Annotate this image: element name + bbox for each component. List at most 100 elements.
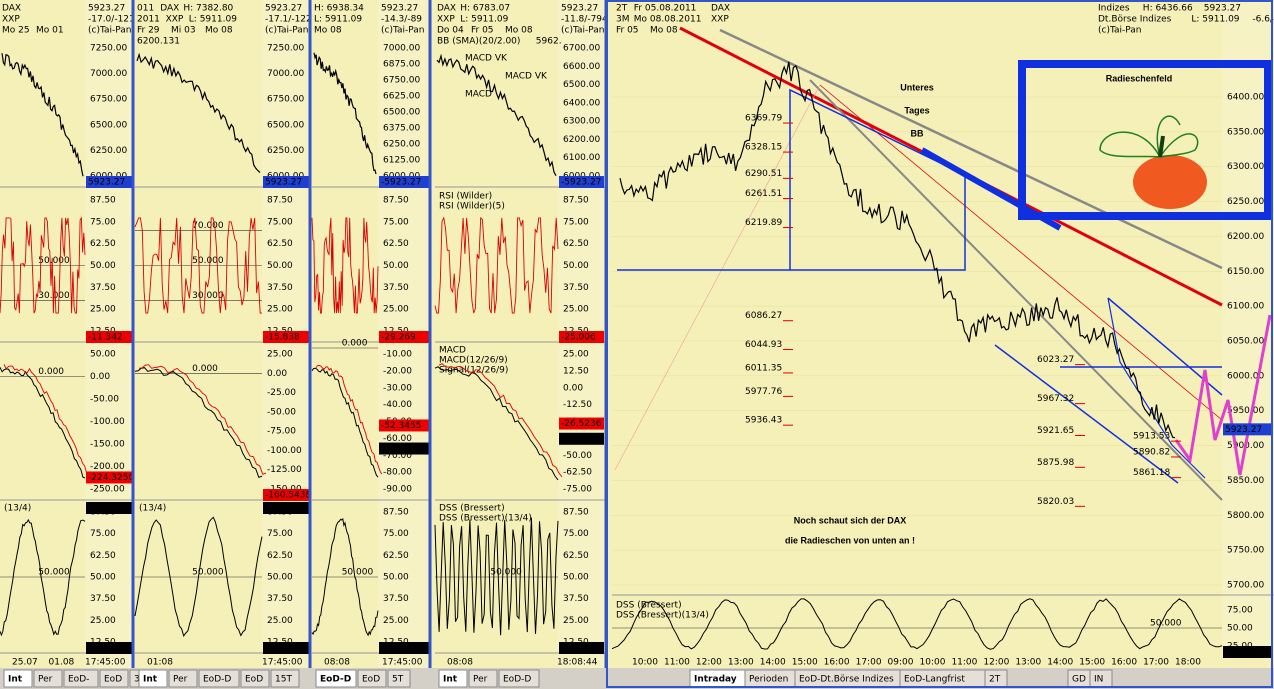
tab-label: Perioden: [749, 675, 788, 685]
tab-label: EoD: [104, 675, 122, 685]
level-label: 5967.32: [1037, 394, 1074, 404]
axis-label: 87.50: [90, 196, 116, 206]
comment: die Radieschen von unten an !: [785, 535, 915, 545]
axis-label: 7250.00: [90, 44, 127, 54]
tab-label: 15T: [275, 675, 292, 685]
tab[interactable]: [240, 669, 270, 688]
value-label-box: [86, 471, 132, 484]
header-text: 5923.27: [265, 4, 302, 14]
value-label-box: [263, 489, 309, 501]
pane-title: MACD(12/26/9): [439, 356, 508, 366]
axis-label: 75.00: [267, 529, 293, 539]
value-label-box: [86, 331, 132, 343]
time-label: 17:45:00: [382, 658, 423, 668]
tab[interactable]: [99, 669, 129, 688]
pane-note: MACD VK: [505, 72, 548, 82]
tab[interactable]: [438, 669, 468, 688]
axis-label: -20.00: [383, 366, 412, 376]
time-label: 18:00: [1175, 658, 1201, 668]
tab-label: EoD-D: [503, 675, 531, 685]
axis-label: 62.50: [563, 239, 589, 249]
time-label: 14:00: [760, 658, 786, 668]
header-text: (c)Tai-Pan: [88, 26, 131, 36]
time-label: 11:00: [664, 658, 690, 668]
axis-label: 87.50: [267, 508, 293, 518]
axis-label: 6700.00: [563, 44, 600, 54]
signal-line: [315, 364, 383, 475]
axis-label: 75.00: [383, 529, 409, 539]
value-label: -25.006: [561, 333, 596, 343]
tab-label: EoD-D: [203, 675, 231, 685]
axis-label: 6100.00: [563, 153, 600, 163]
axis-label: 25.00: [267, 350, 293, 360]
tab[interactable]: [468, 669, 498, 688]
axis-label: 50.00: [267, 573, 293, 583]
header-text: -11.8/-794: [561, 15, 608, 25]
tab[interactable]: [138, 669, 168, 688]
axis-label: 37.50: [267, 594, 293, 604]
header-text: -14.3/-89: [381, 15, 422, 25]
tab[interactable]: [357, 669, 387, 688]
axis-label: 62.50: [90, 551, 116, 561]
tab-label: 2T: [989, 675, 1001, 685]
value-label: 5923.27: [265, 178, 302, 188]
header-text: XXP: [437, 15, 455, 25]
header-text: DAX: [2, 4, 21, 14]
axis-label: 6050.00: [1227, 337, 1264, 347]
tab[interactable]: [33, 669, 63, 688]
level-note: 50.000: [342, 568, 374, 578]
level-note: 30.000: [192, 291, 224, 301]
time-label: 17:45:00: [85, 658, 126, 668]
axis-label: 50.00: [1227, 624, 1253, 634]
header-text: 2011: [137, 15, 160, 25]
time-label: 09:00: [888, 658, 914, 668]
tab[interactable]: [3, 669, 33, 688]
axis-label: 6750.00: [90, 95, 127, 105]
axis-label: 5750.00: [1227, 546, 1264, 556]
tab[interactable]: [198, 669, 240, 688]
axis-label: 5800.00: [1227, 511, 1264, 521]
value-label: -160.5438: [265, 491, 311, 501]
axis-label: 0.00: [90, 372, 110, 382]
axis-label: 6150.00: [1227, 267, 1264, 277]
dss-line: [311, 517, 379, 637]
tab[interactable]: [315, 669, 357, 688]
value-label: 5923.27: [88, 178, 125, 188]
value-label-box: [1223, 646, 1271, 658]
axis-label: -150.00: [90, 440, 125, 450]
tab[interactable]: [63, 669, 99, 688]
level-note: 50.000: [490, 568, 522, 578]
time-label: 13:00: [1015, 658, 1041, 668]
value-label-box: [263, 642, 309, 654]
dss-line: [611, 598, 1223, 650]
tab[interactable]: [498, 669, 540, 688]
value-label-box: [1223, 423, 1271, 436]
level-label: 6011.35: [745, 363, 782, 373]
axis-label: -75.00: [563, 485, 592, 495]
rsi-line: [434, 216, 559, 314]
level-label: 6023.27: [1037, 355, 1074, 365]
axis-label: -50.00: [267, 407, 296, 417]
pane-title: (13/4): [4, 504, 31, 514]
axis-label: -40.00: [383, 400, 412, 410]
tab[interactable]: [270, 669, 300, 688]
header-text: BB (SMA)(20/2.00): [437, 37, 520, 47]
tab-label: EoD: [362, 675, 380, 685]
pane-title: DSS (Bressert)(13/4): [616, 611, 709, 621]
axis-label: 25.00: [267, 616, 293, 626]
projection: [1174, 314, 1272, 476]
tab[interactable]: [168, 669, 198, 688]
bb-note: Tages: [904, 105, 929, 115]
value-label-box: [263, 331, 309, 343]
time-label: 01:08: [147, 658, 173, 668]
axis-label: 7000.00: [267, 69, 304, 79]
axis-label: 5950.00: [1227, 406, 1264, 416]
signal-line: [138, 364, 267, 475]
tab[interactable]: [387, 669, 411, 688]
header-text: L: 5911.09: [314, 15, 362, 25]
axis-label: -25.00: [267, 388, 296, 398]
value-label-box: [263, 176, 309, 188]
header-text: L: 5911.09: [460, 15, 508, 25]
value-label-box: [86, 502, 132, 514]
header-text: Mo 08.08.2011: [634, 15, 702, 25]
